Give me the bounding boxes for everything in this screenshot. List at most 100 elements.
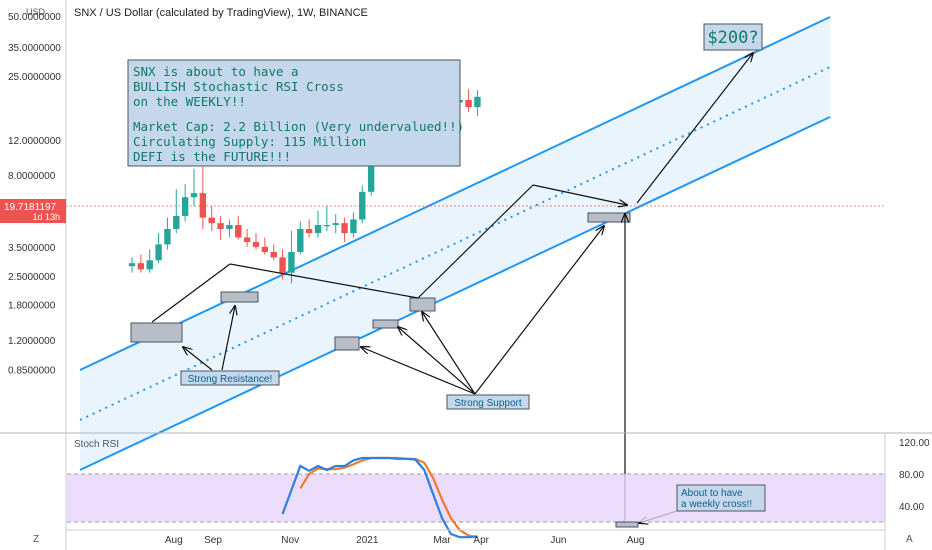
time-axis[interactable]: Aug Sep Nov 2021 Mar Apr Jun Aug xyxy=(66,529,885,546)
candle-body[interactable] xyxy=(252,242,260,247)
candle-body[interactable] xyxy=(137,263,145,270)
support-zone-box[interactable] xyxy=(130,322,183,343)
candle-body[interactable] xyxy=(226,225,233,229)
price-tick-label: 25.0000000 xyxy=(8,72,61,83)
candle-body[interactable] xyxy=(146,260,153,270)
time-tick-label: Mar xyxy=(433,535,451,546)
candle-body[interactable] xyxy=(474,96,481,108)
trend-line[interactable] xyxy=(229,263,419,299)
candle-body[interactable] xyxy=(217,223,224,229)
candle-body[interactable] xyxy=(235,225,242,238)
candle-body[interactable] xyxy=(332,223,339,226)
support-zone-box[interactable] xyxy=(334,336,360,351)
cross-note-line: a weekly cross!! xyxy=(681,499,752,510)
main-note-line: SNX is about to have a xyxy=(133,64,299,79)
candle-body[interactable] xyxy=(181,197,189,216)
support-zone-box[interactable] xyxy=(372,319,399,329)
current-price-value: 19.7181197 xyxy=(4,202,57,213)
time-axis-ticks: Aug Sep Nov 2021 Mar Apr Jun Aug xyxy=(165,535,645,546)
main-note-box xyxy=(127,59,461,167)
main-note-line: Market Cap: 2.2 Billion (Very undervalue… xyxy=(133,119,464,134)
arrow[interactable] xyxy=(398,327,476,395)
candle-body[interactable] xyxy=(279,257,286,273)
target-label-box xyxy=(703,23,763,51)
rsi-tick-label: 80.00 xyxy=(899,470,924,481)
time-tick-label: Jun xyxy=(550,535,566,546)
main-note-line: DEFI is the FUTURE!!! xyxy=(133,149,291,164)
price-tick-label: 50.0000000 xyxy=(8,12,61,23)
resistance-zone-box[interactable] xyxy=(220,291,259,303)
candle-body[interactable] xyxy=(128,263,136,267)
arrow[interactable] xyxy=(474,226,604,395)
candle-body[interactable] xyxy=(164,228,171,245)
candle-body[interactable] xyxy=(173,215,180,229)
main-note[interactable]: SNX is about to have a BULLISH Stochasti… xyxy=(127,59,472,167)
support-zone-box[interactable] xyxy=(587,212,631,223)
channel-lower-line[interactable] xyxy=(79,116,831,471)
candle-body[interactable] xyxy=(288,251,295,273)
main-note-line: Circulating Supply: 115 Million xyxy=(133,134,366,149)
support-label[interactable]: Strong Support xyxy=(446,394,530,410)
bar-countdown: 1d 13h xyxy=(32,212,60,222)
arrow[interactable] xyxy=(532,184,627,205)
arrow[interactable] xyxy=(221,306,235,371)
candle-body[interactable] xyxy=(341,223,348,234)
candle-body[interactable] xyxy=(305,228,313,234)
price-tick-label: 12.0000000 xyxy=(8,136,61,147)
price-currency-label: USD xyxy=(26,7,46,17)
candle-body[interactable] xyxy=(155,244,162,261)
resistance-label-text: Strong Resistance! xyxy=(188,374,273,385)
candle-body[interactable] xyxy=(350,219,357,234)
trend-line[interactable] xyxy=(417,184,534,299)
candle-body[interactable] xyxy=(208,217,215,224)
arrow[interactable] xyxy=(361,347,476,395)
main-note-line: on the WEEKLY!! xyxy=(133,94,246,109)
candle-body[interactable] xyxy=(270,251,277,258)
candle-body[interactable] xyxy=(465,100,472,108)
price-tick-label: 2.5000000 xyxy=(8,272,56,283)
auto-scale-icon[interactable]: A xyxy=(906,534,913,545)
trend-lines xyxy=(151,184,534,323)
cross-marker-box xyxy=(615,521,639,528)
current-price-tag xyxy=(0,199,66,223)
annotation-arrows xyxy=(183,53,753,524)
resistance-label-box xyxy=(180,370,280,386)
chart-title: SNX / US Dollar (calculated by TradingVi… xyxy=(74,7,368,19)
timezone-icon[interactable]: Z xyxy=(33,534,39,545)
candle-body[interactable] xyxy=(359,191,366,220)
trend-line[interactable] xyxy=(151,263,231,323)
candle-body[interactable] xyxy=(243,237,251,243)
arrow[interactable] xyxy=(422,312,476,395)
candle-body[interactable] xyxy=(190,193,198,198)
arrow[interactable] xyxy=(636,53,753,204)
support-label-text: Strong Support xyxy=(454,398,521,409)
support-zone-box[interactable] xyxy=(409,297,436,312)
price-axis-ticks: 450.0000000300.0000000200.0000000140.000… xyxy=(8,12,61,377)
price-axis[interactable]: 450.0000000300.0000000200.0000000140.000… xyxy=(0,0,67,550)
stoch-rsi-k-line[interactable] xyxy=(281,456,478,539)
cross-note-box xyxy=(676,484,766,512)
price-tick-label: 0.8500000 xyxy=(8,366,56,377)
target-label-text: $200? xyxy=(707,28,758,48)
arrow[interactable] xyxy=(183,347,213,371)
time-tick-label: Nov xyxy=(281,535,299,546)
candle-body[interactable] xyxy=(314,225,322,234)
channel-median-line[interactable] xyxy=(79,66,831,421)
candle-body[interactable] xyxy=(323,225,331,227)
target-label[interactable]: $200? xyxy=(703,23,763,51)
price-tick-label: 1.2000000 xyxy=(8,336,56,347)
cross-note[interactable]: About to have a weekly cross!! xyxy=(676,484,766,512)
cross-note-text: About to have a weekly cross!! xyxy=(681,488,752,510)
candle-body[interactable] xyxy=(367,159,375,192)
stoch-rsi-panel: Stoch RSI About to have a weekly cross!!… xyxy=(67,438,930,539)
price-tick-label: 3.5000000 xyxy=(8,243,56,254)
candle-body[interactable] xyxy=(261,246,269,252)
channel-upper-line[interactable] xyxy=(79,16,831,371)
candle-body[interactable] xyxy=(199,193,207,218)
time-tick-label: Apr xyxy=(473,535,489,546)
resistance-label[interactable]: Strong Resistance! xyxy=(180,370,280,386)
price-tick-label: 35.0000000 xyxy=(8,43,61,54)
candle-body[interactable] xyxy=(297,228,304,252)
stoch-rsi-axis-ticks: 120.00 80.00 40.00 xyxy=(899,438,930,513)
